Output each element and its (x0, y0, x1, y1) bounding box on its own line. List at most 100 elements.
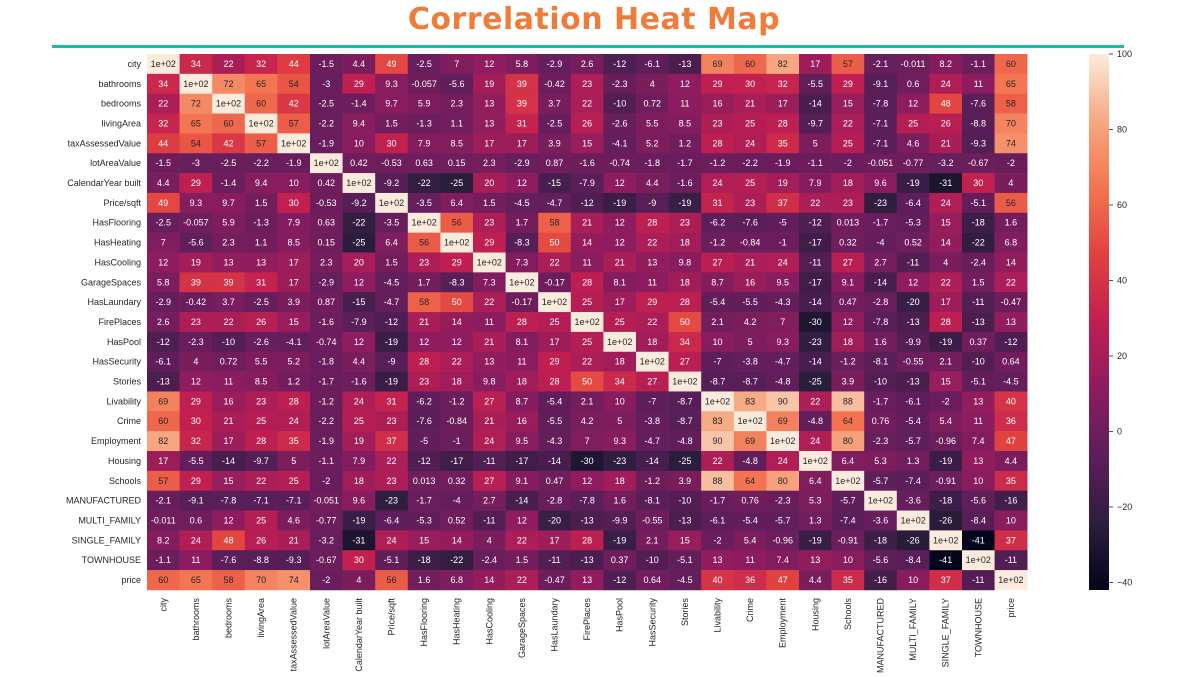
heatmap-cell (277, 292, 311, 313)
heatmap-cell (570, 133, 604, 154)
cell-value-label: 28 (582, 535, 592, 545)
heatmap-cell (244, 510, 278, 531)
heatmap-cell (407, 331, 441, 353)
cell-value-label: -14 (809, 357, 822, 367)
heatmap-cell (570, 212, 604, 233)
cell-value-label: 58 (549, 218, 559, 228)
cell-value-label: 34 (680, 337, 690, 347)
cell-value-label: -4.1 (612, 138, 628, 148)
heatmap-cell (570, 93, 604, 114)
heatmap-cell (570, 54, 604, 75)
cell-value-label: -10 (646, 555, 659, 565)
heatmap-cell (636, 173, 669, 194)
cell-value-label: 9.6 (353, 496, 366, 506)
cell-value-label: -19 (613, 198, 626, 208)
cell-value-label: 23 (745, 198, 755, 208)
heatmap-cell (407, 490, 441, 511)
heatmap-cell (799, 451, 832, 472)
heatmap-cell (831, 113, 865, 134)
heatmap-cell (929, 431, 963, 452)
heatmap-cell (603, 351, 637, 372)
cell-value-label: 9.3 (385, 79, 398, 89)
heatmap-cell (310, 451, 343, 472)
cell-value-label: -2.9 (156, 297, 172, 307)
heatmap-cell (864, 490, 898, 511)
heatmap-cell (407, 73, 441, 94)
heatmap-cell (831, 312, 865, 333)
heatmap-cell (636, 153, 669, 174)
cell-value-label: 9.5 (776, 277, 789, 287)
heatmap-cell (440, 113, 474, 134)
cell-value-label: 56 (419, 238, 429, 248)
cell-value-label: 4.6 (287, 515, 300, 525)
cell-value-label: -9 (648, 198, 656, 208)
cell-value-label: -2.2 (319, 118, 335, 128)
cell-value-label: 29 (647, 297, 657, 307)
cell-value-label: -13 (678, 515, 691, 525)
cell-value-label: -0.96 (772, 535, 793, 545)
heatmap-cell (896, 371, 930, 392)
heatmap-cell (147, 192, 180, 214)
cell-value-label: 1e+02 (705, 396, 730, 406)
cell-value-label: 13 (484, 99, 494, 109)
cell-value-label: 15 (843, 99, 853, 109)
cell-value-label: -0.42 (544, 79, 565, 89)
cell-value-label: -16 (1004, 496, 1017, 506)
heatmap-cell (701, 73, 735, 94)
heatmap-cell (407, 371, 441, 392)
heatmap-cell (538, 530, 572, 551)
heatmap-cell (962, 153, 995, 174)
heatmap-cell (994, 212, 1028, 233)
cell-value-label: -4.1 (286, 337, 302, 347)
cell-value-label: 48 (223, 535, 233, 545)
heatmap-cell (179, 93, 213, 114)
cell-value-label: 26 (941, 118, 951, 128)
heatmap-cell (962, 451, 995, 472)
cell-value-label: 25 (582, 297, 592, 307)
heatmap-cell (603, 550, 637, 571)
y-tick-label: Crime (117, 416, 141, 426)
cell-value-label: -2 (322, 575, 330, 585)
cell-value-label: -7.8 (873, 99, 889, 109)
heatmap-cell (407, 292, 441, 313)
cell-value-label: 0.6 (907, 79, 920, 89)
cell-value-label: -0.67 (316, 555, 337, 565)
cell-value-label: 17 (549, 535, 559, 545)
heatmap-cell (212, 570, 246, 591)
cell-value-label: 12 (680, 79, 690, 89)
heatmap-cell (505, 331, 539, 353)
cell-value-label: 3.9 (842, 377, 855, 387)
heatmap-cell (244, 54, 278, 75)
colorbar (1089, 54, 1109, 590)
cell-value-label: 60 (158, 416, 168, 426)
heatmap-cell (407, 173, 441, 194)
cell-value-label: -17 (809, 277, 822, 287)
heatmap-cell (570, 232, 604, 253)
heatmap-cell (407, 272, 441, 293)
heatmap-cell (407, 530, 441, 551)
heatmap-cell (179, 490, 213, 511)
heatmap-cell (277, 93, 311, 114)
heatmap-cell (929, 510, 963, 531)
heatmap-cell (538, 73, 572, 94)
cell-value-label: -6.4 (384, 515, 400, 525)
cell-value-label: 1.5 (516, 555, 529, 565)
cell-value-label: -19 (939, 337, 952, 347)
heatmap-cell (994, 391, 1028, 412)
cell-value-label: 2.1 (711, 317, 724, 327)
cell-value-label: 7.9 (418, 138, 431, 148)
heatmap-cell (244, 530, 278, 551)
heatmap-cell (473, 530, 506, 551)
cell-value-label: 82 (778, 59, 788, 69)
heatmap-cell (733, 192, 767, 214)
cell-value-label: 25 (582, 337, 592, 347)
heatmap-cell (668, 232, 702, 253)
heatmap-cell (440, 351, 474, 372)
cell-value-label: -0.051 (314, 496, 340, 506)
heatmap-cell (962, 490, 995, 511)
cell-value-label: -4.8 (677, 436, 693, 446)
heatmap-cell (864, 153, 898, 174)
cell-value-label: 1e+02 (314, 158, 339, 168)
cell-value-label: 24 (354, 396, 364, 406)
